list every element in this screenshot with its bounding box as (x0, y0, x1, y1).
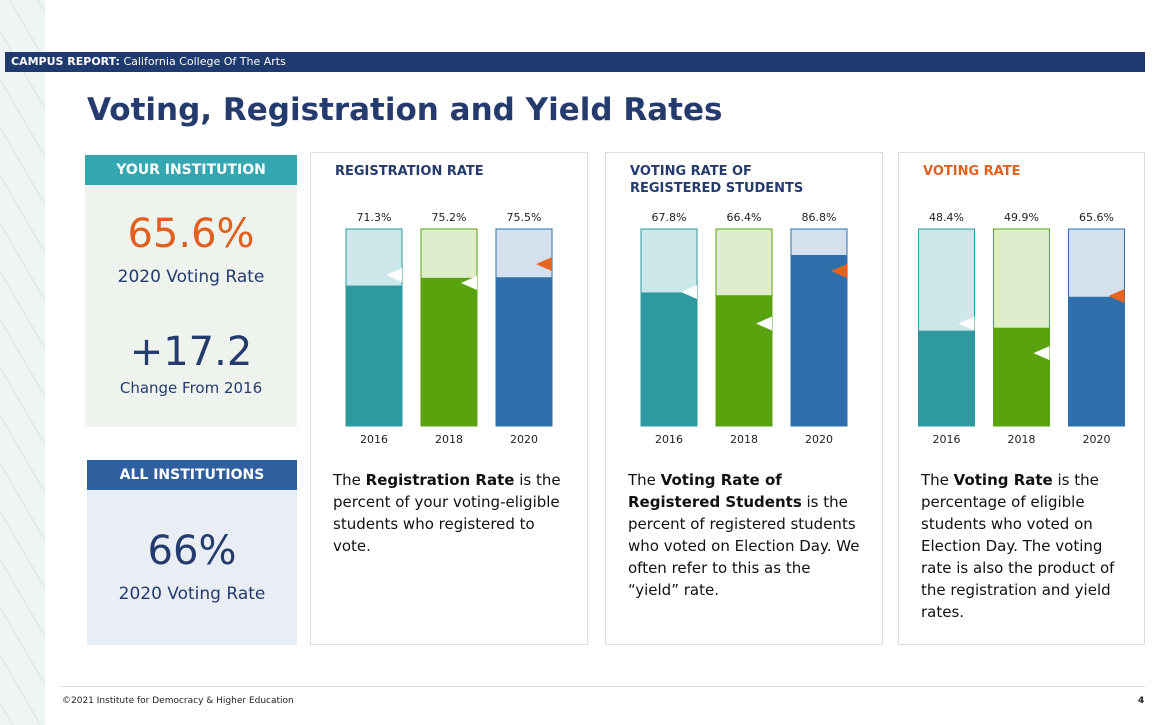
category-label: 2020 (510, 433, 538, 446)
header-label: CAMPUS REPORT: (11, 55, 120, 68)
header-campus: California College Of The Arts (123, 55, 286, 68)
category-label: 2018 (435, 433, 463, 446)
description-part: Voting Rate of Registered Students (628, 471, 802, 511)
marker (681, 285, 697, 300)
bar (716, 295, 772, 426)
bar (496, 277, 552, 426)
description-part: Registration Rate (365, 471, 515, 489)
marker (536, 257, 552, 272)
description: The Registration Rate is the percent of … (333, 469, 571, 557)
marker (1108, 288, 1125, 303)
marker (831, 263, 847, 278)
chart-panel: REGISTRATION RATE 71.3% 2016 75.2% 2018 75.5%… (310, 152, 588, 645)
bar (641, 292, 697, 426)
chart: 71.3% 2016 75.2% 2018 75.5% 2020 (345, 211, 553, 446)
description-part: The (333, 471, 366, 489)
marker (756, 316, 772, 331)
your-box: 65.6% 2020 Voting Rate +17.2 Change From… (85, 185, 297, 427)
category-label: 2020 (805, 433, 833, 446)
bar (993, 327, 1050, 426)
bar (791, 255, 847, 426)
value-label: 66.4% (727, 211, 762, 224)
value-label: 48.4% (929, 211, 964, 224)
your-rate: 65.6% (127, 211, 255, 257)
value-label: 75.5% (507, 211, 542, 224)
category-label: 2018 (1008, 433, 1036, 446)
value-label: 67.8% (652, 211, 687, 224)
your-change-label: Change From 2016 (119, 379, 263, 397)
chart-panel: VOTING RATE OF REGISTERED STUDENTS 67.8% 2… (605, 152, 883, 645)
description: The Voting Rate of Registered Students i… (628, 469, 866, 601)
value-label: 75.2% (432, 211, 467, 224)
description-part: Voting Rate (953, 471, 1053, 489)
description-part: The (921, 471, 954, 489)
your-change: +17.2 (129, 329, 253, 375)
chart-title: REGISTRATION RATE (335, 164, 484, 179)
description-part: is the percent of your voting-eligible s… (333, 471, 561, 555)
side-pattern (0, 0, 45, 725)
marker (1033, 346, 1050, 361)
category-label: 2016 (360, 433, 388, 446)
bar (421, 277, 477, 426)
bar (1068, 296, 1125, 426)
category-label: 2016 (655, 433, 683, 446)
all-rate-label: 2020 Voting Rate (118, 584, 266, 604)
category-label: 2018 (730, 433, 758, 446)
all-heading: ALL INSTITUTIONS (87, 460, 297, 490)
header-bar: CAMPUS REPORT: California College Of The… (5, 52, 1145, 72)
value-label: 49.9% (1004, 211, 1039, 224)
page-title: Voting, Registration and Yield Rates (87, 92, 723, 128)
marker (958, 316, 975, 331)
chart: 48.4% 2016 49.9% 2018 65.6% 2020 (918, 211, 1125, 446)
marker (386, 268, 402, 283)
category-label: 2016 (933, 433, 961, 446)
marker (461, 275, 477, 290)
footer-rule (60, 686, 1145, 687)
bar (918, 330, 975, 426)
your-heading: YOUR INSTITUTION (85, 155, 297, 185)
copyright: ©2021 Institute for Democracy & Higher E… (62, 696, 294, 706)
description-part: The (628, 471, 661, 489)
value-label: 65.6% (1079, 211, 1114, 224)
value-label: 71.3% (357, 211, 392, 224)
all-rate: 66% (147, 528, 237, 574)
description-part: is the percent of registered students wh… (628, 493, 860, 599)
category-label: 2020 (1083, 433, 1111, 446)
all-box: 66% 2020 Voting Rate (87, 490, 297, 645)
chart-title: VOTING RATE (923, 164, 1021, 179)
description: The Voting Rate is the percentage of eli… (921, 469, 1128, 623)
chart: 67.8% 2016 66.4% 2018 86.8% 2020 (640, 211, 848, 446)
page-number: 4 (1138, 696, 1145, 706)
bar (346, 285, 402, 426)
chart-title: VOTING RATE OF REGISTERED STUDENTS (630, 164, 804, 196)
chart-panel: VOTING RATE 48.4% 2016 49.9% 2018 65.6% 2020 Th… (898, 152, 1145, 645)
value-label: 86.8% (802, 211, 837, 224)
description-part: is the percentage of eligible students w… (921, 471, 1115, 621)
your-rate-label: 2020 Voting Rate (117, 267, 265, 287)
